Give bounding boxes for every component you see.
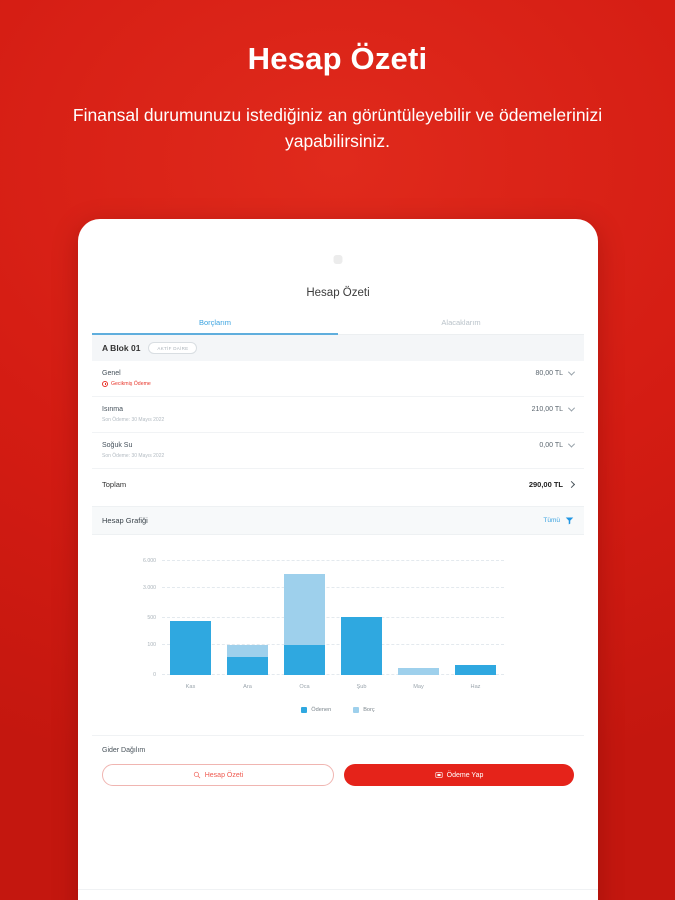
chevron-right-icon[interactable] xyxy=(567,480,576,489)
chart-bar-segment-odenen xyxy=(454,664,497,675)
chart-legend-swatch xyxy=(353,707,360,713)
chart-x-tick-label: Ara xyxy=(243,684,252,690)
tablet-device-frame: Hesap Özeti Borçlarım Alacaklarım A Blok… xyxy=(78,219,598,900)
app-bar-title: Hesap Özeti xyxy=(306,287,370,299)
row-label: Genel xyxy=(102,370,121,377)
row-amount: 210,00 TL xyxy=(531,406,563,413)
total-label: Toplam xyxy=(102,480,127,489)
chart-bar-column[interactable]: Ara xyxy=(226,561,269,690)
row-label: Soğuk Su xyxy=(102,442,133,449)
chart-legend-label: Ödenen xyxy=(311,707,332,713)
row-subtext: Son Ödeme: 30 Mayıs 2022 xyxy=(102,453,165,459)
row-main: Isınma Son Ödeme: 30 Mayıs 2022 xyxy=(102,406,164,423)
tab-active-indicator xyxy=(92,333,338,335)
table-row[interactable]: Soğuk Su Son Ödeme: 30 Mayıs 2022 0,00 T… xyxy=(92,433,584,469)
chart-bar-segment-odenen xyxy=(340,617,383,675)
promo-header: Hesap Özeti Finansal durumunuzu istediği… xyxy=(0,0,675,154)
debt-row-list: Genel Gecikmiş Ödeme 80,00 TL Isınma Son… xyxy=(92,361,584,500)
chevron-down-icon[interactable] xyxy=(567,440,576,448)
chart-bar-segment-borc xyxy=(397,667,440,675)
block-status-badge: AKTİF DAİRE xyxy=(148,342,198,354)
row-amount-group[interactable]: 210,00 TL xyxy=(531,404,576,413)
chevron-down-icon[interactable] xyxy=(567,368,576,376)
row-main: Genel Gecikmiş Ödeme xyxy=(102,370,151,387)
camera-icon xyxy=(333,255,343,264)
tab-bar: Borçlarım Alacaklarım xyxy=(92,313,584,335)
row-amount-group[interactable]: 0,00 TL xyxy=(539,440,576,449)
chart-bar-column[interactable]: Oca xyxy=(283,561,326,690)
chart-bar-segment-odenen xyxy=(169,621,212,675)
page-subtitle: Finansal durumunuzu istediğiniz an görün… xyxy=(72,105,603,151)
chart-bar-segment-borc xyxy=(283,573,326,645)
hesap-ozeti-button-label: Hesap Özeti xyxy=(204,771,244,779)
account-bar-chart: 6.000 3.000 500 100 0 Kas Ara Oca Şub May Haz Öde… xyxy=(92,553,584,713)
total-amount-group[interactable]: 290,00 TL xyxy=(528,480,576,489)
block-header[interactable]: A Blok 01 AKTİF DAİRE xyxy=(92,335,584,361)
chart-bar-segment-borc xyxy=(226,644,269,658)
table-row[interactable]: Genel Gecikmiş Ödeme 80,00 TL xyxy=(92,361,584,397)
chart-legend-swatch xyxy=(301,707,308,713)
odeme-yap-button-label: Ödeme Yap xyxy=(446,771,484,779)
row-main: Soğuk Su Son Ödeme: 30 Mayıs 2022 xyxy=(102,442,164,459)
tab-alacaklarim[interactable]: Alacaklarım xyxy=(441,318,481,327)
tab-borclarim[interactable]: Borçlarım xyxy=(198,318,232,327)
row-amount: 80,00 TL xyxy=(535,370,563,377)
table-row[interactable]: Isınma Son Ödeme: 30 Mayıs 2022 210,00 T… xyxy=(92,397,584,433)
section-divider xyxy=(92,735,584,736)
chart-legend: Ödenen Borç xyxy=(92,707,584,713)
chart-bar-segment-odenen xyxy=(283,644,326,675)
chart-gridline: 6.000 xyxy=(143,558,504,564)
row-amount: 0,00 TL xyxy=(539,442,563,449)
chart-bar-column[interactable]: May xyxy=(397,561,440,690)
total-row[interactable]: Toplam 290,00 TL xyxy=(92,469,584,500)
chart-legend-label: Borç xyxy=(363,707,375,713)
chart-y-tick-label: 100 xyxy=(147,642,156,649)
hesap-ozeti-button[interactable]: Hesap Özeti xyxy=(102,764,334,786)
row-warning-label: Gecikmiş Ödeme xyxy=(111,381,151,387)
chart-gridline: 0 xyxy=(153,672,504,678)
total-amount: 290,00 TL xyxy=(528,480,563,489)
chart-x-tick-label: Oca xyxy=(299,684,310,690)
action-button-row: Hesap Özeti Ödeme Yap xyxy=(102,764,574,786)
row-warning: Gecikmiş Ödeme xyxy=(102,381,151,387)
search-icon xyxy=(193,771,200,779)
chart-y-tick-label: 500 xyxy=(147,615,156,621)
chart-card-header: Hesap Grafiği Tümü xyxy=(92,506,584,535)
chart-y-tick-label: 3.000 xyxy=(143,585,156,592)
chart-gridline: 500 xyxy=(147,615,504,621)
chart-bars: Kas Ara Oca Şub May Haz xyxy=(162,561,504,690)
card-icon xyxy=(435,772,443,778)
chevron-down-icon[interactable] xyxy=(567,404,576,412)
filter-icon[interactable] xyxy=(565,516,574,525)
chart-bar-column[interactable]: Şub xyxy=(340,561,383,690)
row-amount-group[interactable]: 80,00 TL xyxy=(535,368,576,377)
chart-x-tick-label: Kas xyxy=(185,684,196,690)
chart-y-tick-label: 6.000 xyxy=(143,558,156,564)
chart-gridline: 100 xyxy=(147,642,504,648)
chart-x-tick-label: May xyxy=(413,684,424,690)
chart-x-tick-label: Haz xyxy=(470,684,481,690)
chart-legend-item: Ödenen xyxy=(301,707,331,713)
gider-dagilim-title: Gider Dağılım xyxy=(102,747,146,754)
chart-bar-segment-odenen xyxy=(226,657,269,675)
row-subtext: Son Ödeme: 30 Mayıs 2022 xyxy=(102,417,165,423)
page-title: Hesap Özeti xyxy=(247,41,428,76)
chart-filter-label[interactable]: Tümü xyxy=(543,517,560,524)
chart-plot-area: 6.000 3.000 500 100 0 Kas Ara Oca Şub May Haz xyxy=(143,558,504,690)
block-name-label: A Blok 01 xyxy=(102,343,141,353)
chart-title: Hesap Grafiği xyxy=(102,516,148,525)
chart-y-tick-label: 0 xyxy=(153,672,156,678)
clock-icon xyxy=(102,381,108,387)
row-label: Isınma xyxy=(102,406,124,413)
chart-bar-column[interactable]: Haz xyxy=(454,561,497,690)
odeme-yap-button[interactable]: Ödeme Yap xyxy=(344,764,574,786)
chart-filter-group[interactable]: Tümü xyxy=(543,516,574,525)
bottom-navigation-bar: Ana Sayfa Hesap Özet Taleplerim xyxy=(78,889,598,900)
chart-bar-column[interactable]: Kas xyxy=(169,561,212,690)
chart-legend-item: Borç xyxy=(353,707,375,713)
chart-x-tick-label: Şub xyxy=(356,684,367,690)
app-screen: Hesap Özeti Borçlarım Alacaklarım A Blok… xyxy=(78,275,598,900)
chart-gridline: 3.000 xyxy=(143,585,504,591)
